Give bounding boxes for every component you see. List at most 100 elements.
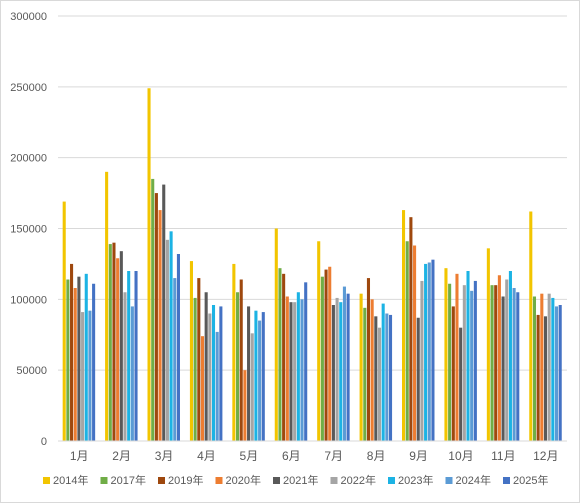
bar xyxy=(134,271,138,441)
bar xyxy=(388,314,393,441)
bar xyxy=(211,305,216,441)
x-tick-label: 7月 xyxy=(324,449,343,463)
legend-item: 2014年 xyxy=(43,473,88,487)
bar xyxy=(243,370,247,441)
x-tick-label: 4月 xyxy=(197,449,216,463)
y-tick-label: 50000 xyxy=(16,365,47,377)
y-tick-label: 250000 xyxy=(10,82,47,94)
bar xyxy=(324,269,328,441)
legend-swatch xyxy=(100,477,108,484)
bar xyxy=(304,282,308,441)
bar xyxy=(381,303,385,441)
legend-label: 2021年 xyxy=(283,473,318,487)
legend-swatch xyxy=(388,477,395,484)
bar xyxy=(359,293,363,441)
bar xyxy=(300,299,304,441)
bar xyxy=(455,273,459,441)
legend-swatch xyxy=(158,477,165,484)
bar xyxy=(342,286,346,441)
bars xyxy=(62,88,562,442)
gridlines xyxy=(58,15,567,442)
bar xyxy=(258,320,262,441)
bar xyxy=(424,263,428,441)
bar xyxy=(540,293,544,441)
bar xyxy=(123,292,127,441)
bar xyxy=(516,292,520,441)
bar xyxy=(554,306,559,441)
bar xyxy=(70,263,74,441)
legend-label: 2019年 xyxy=(168,473,203,487)
legend-swatch xyxy=(503,477,510,484)
bar xyxy=(505,279,509,441)
bar xyxy=(165,239,169,441)
legend-swatch xyxy=(273,477,280,484)
legend-item: 2024年 xyxy=(445,473,491,487)
bar xyxy=(339,302,343,441)
bar xyxy=(494,285,498,441)
bar xyxy=(320,276,324,441)
bar xyxy=(239,279,243,441)
bar xyxy=(274,228,278,441)
bar xyxy=(147,88,151,441)
bar xyxy=(402,210,406,441)
legend-item: 2023年 xyxy=(388,473,433,487)
bar xyxy=(119,251,123,441)
legend-label: 2014年 xyxy=(53,473,88,487)
bar xyxy=(189,261,193,441)
bar xyxy=(62,201,66,441)
legend-swatch xyxy=(445,477,453,484)
legend-item: 2021年 xyxy=(273,473,318,487)
bar xyxy=(374,316,378,441)
bar xyxy=(451,306,455,441)
bar xyxy=(105,171,109,441)
bar xyxy=(88,310,92,441)
legend-label: 2022年 xyxy=(341,473,376,487)
bar xyxy=(370,299,374,441)
bar xyxy=(197,278,201,441)
bar xyxy=(151,178,155,442)
bar xyxy=(346,293,350,441)
bar xyxy=(208,313,212,441)
bar xyxy=(335,297,339,441)
bar xyxy=(193,297,197,441)
bar xyxy=(81,312,85,441)
bar xyxy=(490,285,494,441)
bar xyxy=(154,193,158,441)
bar xyxy=(459,327,463,441)
legend-label: 2020年 xyxy=(226,473,261,487)
y-axis: 0 50000 100000 150000 200000 250000 300000 xyxy=(10,11,47,448)
bar xyxy=(486,248,490,441)
legend-label: 2023年 xyxy=(398,473,433,487)
bar xyxy=(204,292,208,441)
bar xyxy=(250,333,254,441)
bar xyxy=(508,271,512,441)
bar xyxy=(296,292,300,441)
bar xyxy=(293,302,297,441)
bar xyxy=(73,288,77,441)
y-tick-label: 300000 xyxy=(10,11,47,23)
legend-item: 2019年 xyxy=(158,473,203,487)
bar xyxy=(247,306,251,441)
bar xyxy=(116,258,120,441)
bar xyxy=(444,268,448,441)
legend-label: 2025年 xyxy=(513,473,548,487)
bar xyxy=(532,296,537,441)
bar xyxy=(108,244,112,441)
bar xyxy=(501,296,505,441)
legend-swatch xyxy=(330,477,338,484)
bar xyxy=(409,217,413,441)
bar xyxy=(363,307,367,441)
bar xyxy=(377,327,382,441)
x-tick-label: 1月 xyxy=(70,449,89,463)
bar xyxy=(254,310,258,441)
bar xyxy=(462,285,466,441)
bar xyxy=(405,241,409,441)
legend-item: 2017年 xyxy=(100,473,146,487)
bar xyxy=(448,283,452,441)
bar xyxy=(77,276,81,441)
bar xyxy=(84,273,88,441)
bar xyxy=(215,331,219,441)
bar xyxy=(261,312,265,441)
bar xyxy=(331,305,335,441)
